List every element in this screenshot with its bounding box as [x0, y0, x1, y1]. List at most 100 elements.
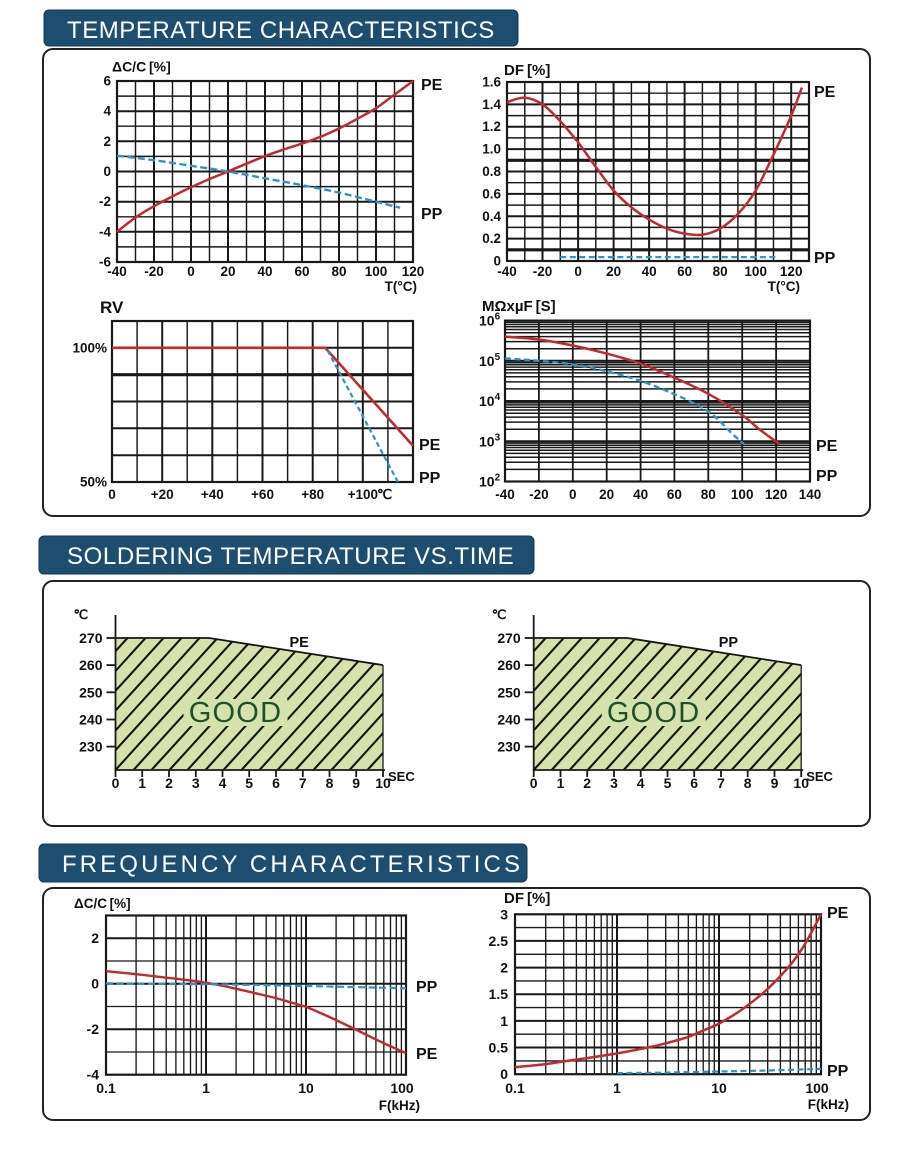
svg-text:260: 260 — [79, 657, 103, 673]
svg-text:1.4: 1.4 — [482, 97, 501, 112]
svg-text:5: 5 — [664, 775, 672, 791]
svg-text:DF [%]: DF [%] — [504, 62, 550, 79]
svg-text:ΔC/C [%]: ΔC/C [%] — [74, 896, 131, 911]
svg-text:80: 80 — [331, 264, 346, 279]
svg-text:0: 0 — [500, 1066, 508, 1082]
svg-text:-40: -40 — [497, 264, 517, 279]
svg-text:120: 120 — [402, 264, 425, 279]
svg-text:2.5: 2.5 — [489, 933, 509, 949]
svg-text:1: 1 — [557, 775, 565, 791]
svg-text:9: 9 — [771, 775, 779, 791]
svg-text:T(°C): T(°C) — [385, 279, 417, 294]
svg-text:6: 6 — [103, 74, 111, 89]
svg-text:20: 20 — [220, 264, 235, 279]
svg-text:60: 60 — [294, 264, 309, 279]
svg-text:20: 20 — [599, 487, 614, 502]
svg-text:2: 2 — [91, 930, 99, 946]
svg-text:2: 2 — [165, 775, 173, 791]
svg-text:10: 10 — [375, 775, 391, 791]
svg-text:SEC: SEC — [806, 769, 833, 784]
svg-text:10: 10 — [298, 1080, 314, 1096]
svg-text:F(kHz): F(kHz) — [808, 1097, 849, 1112]
svg-text:2: 2 — [500, 960, 508, 976]
svg-text:SEC: SEC — [388, 769, 415, 784]
svg-text:F(kHz): F(kHz) — [379, 1098, 420, 1113]
svg-text:6: 6 — [272, 775, 280, 791]
svg-text:0.8: 0.8 — [482, 164, 501, 179]
svg-text:100: 100 — [365, 264, 388, 279]
svg-text:4: 4 — [103, 104, 111, 119]
svg-text:1.6: 1.6 — [482, 75, 501, 90]
svg-text:0.6: 0.6 — [482, 186, 501, 201]
svg-text:100%: 100% — [72, 340, 107, 355]
svg-text:260: 260 — [497, 657, 521, 673]
svg-text:-2: -2 — [99, 194, 111, 209]
svg-text:8: 8 — [744, 775, 752, 791]
svg-text:20: 20 — [606, 264, 621, 279]
svg-text:PE: PE — [814, 84, 836, 101]
svg-text:1.5: 1.5 — [489, 986, 509, 1002]
svg-text:-4: -4 — [87, 1067, 100, 1083]
svg-text:7: 7 — [299, 775, 307, 791]
svg-text:270: 270 — [79, 630, 103, 646]
svg-text:+60: +60 — [251, 487, 274, 502]
svg-text:2: 2 — [103, 134, 111, 149]
svg-text:8: 8 — [326, 775, 334, 791]
svg-text:GOOD: GOOD — [607, 697, 701, 729]
svg-text:3: 3 — [192, 775, 200, 791]
svg-text:-40: -40 — [107, 264, 127, 279]
svg-text:-40: -40 — [495, 487, 515, 502]
svg-text:100: 100 — [744, 264, 767, 279]
svg-text:5: 5 — [245, 775, 253, 791]
svg-text:GOOD: GOOD — [189, 697, 283, 729]
svg-text:250: 250 — [79, 684, 103, 700]
svg-text:1.2: 1.2 — [482, 119, 501, 134]
svg-text:1: 1 — [138, 775, 146, 791]
svg-text:100: 100 — [805, 1080, 829, 1096]
svg-text:PE: PE — [827, 905, 849, 922]
svg-text:0: 0 — [530, 775, 538, 791]
svg-text:0: 0 — [91, 976, 99, 992]
svg-text:120: 120 — [780, 264, 803, 279]
svg-text:0: 0 — [187, 264, 195, 279]
svg-text:0.4: 0.4 — [482, 209, 501, 224]
svg-text:0: 0 — [493, 254, 501, 269]
svg-text:10: 10 — [711, 1080, 727, 1096]
svg-text:0.1: 0.1 — [96, 1080, 116, 1096]
svg-text:PE: PE — [816, 438, 838, 455]
svg-text:4: 4 — [637, 775, 645, 791]
svg-text:120: 120 — [765, 487, 788, 502]
svg-text:1.0: 1.0 — [482, 142, 501, 157]
svg-text:230: 230 — [79, 739, 103, 755]
svg-text:40: 40 — [633, 487, 648, 502]
svg-text:DF [%]: DF [%] — [504, 890, 550, 907]
svg-text:PE: PE — [419, 437, 441, 454]
svg-text:7: 7 — [717, 775, 725, 791]
svg-text:SOLDERING TEMPERATURE VS.TIME: SOLDERING TEMPERATURE VS.TIME — [67, 543, 514, 570]
svg-text:℃: ℃ — [74, 607, 89, 622]
svg-text:PP: PP — [814, 250, 836, 267]
svg-text:FREQUENCY CHARACTERISTICS: FREQUENCY CHARACTERISTICS — [62, 851, 523, 878]
svg-text:T(°C): T(°C) — [768, 279, 800, 294]
svg-text:RV: RV — [100, 298, 124, 317]
svg-text:3: 3 — [500, 906, 508, 922]
svg-text:140: 140 — [799, 487, 822, 502]
svg-text:0.5: 0.5 — [489, 1040, 509, 1056]
svg-text:9: 9 — [352, 775, 360, 791]
svg-text:60: 60 — [677, 264, 692, 279]
svg-text:2: 2 — [583, 775, 591, 791]
svg-text:PP: PP — [816, 468, 838, 485]
svg-text:PE: PE — [416, 1046, 438, 1063]
svg-text:6: 6 — [690, 775, 698, 791]
svg-text:270: 270 — [497, 630, 521, 646]
svg-text:0: 0 — [569, 487, 577, 502]
svg-text:ΔC/C [%]: ΔC/C [%] — [112, 59, 171, 75]
svg-text:MΩxµF [S]: MΩxµF [S] — [482, 298, 556, 315]
svg-text:PP: PP — [419, 470, 441, 487]
svg-text:+40: +40 — [201, 487, 224, 502]
svg-text:-20: -20 — [144, 264, 164, 279]
svg-text:0: 0 — [112, 775, 120, 791]
svg-text:1: 1 — [500, 1013, 508, 1029]
svg-text:PP: PP — [719, 635, 739, 651]
svg-text:℃: ℃ — [492, 607, 507, 622]
